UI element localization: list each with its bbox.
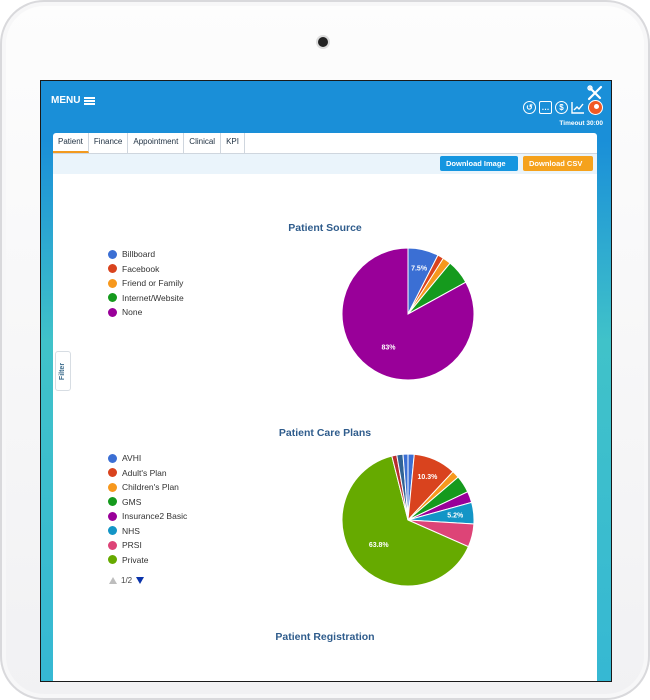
dollar-icon[interactable]: $ [555,101,568,114]
legend-item-adult-s-plan[interactable]: Adult's Plan [108,466,187,481]
filter-tab[interactable]: Filter [55,351,71,391]
legend-label: Billboard [122,249,156,260]
chart-title-patient-care-plans: Patient Care Plans [278,427,372,439]
header-icons: ↺ … $ [523,100,603,115]
menu-button[interactable]: MENU [51,95,96,106]
legend-swatch [108,293,117,303]
legend-prev-icon[interactable] [109,577,117,584]
pie-data-label: 5.2% [447,513,464,520]
legend-patient-source: Billboard Facebook Friend or Family Interne… [108,247,184,320]
pie-chart-patient-care-plans: 10.3% 5.2% 63.8% [341,453,475,587]
pie-data-label: 63.8% [369,542,390,549]
download-csv-button[interactable]: Download CSV [523,156,593,171]
tab-patient[interactable]: Patient [53,133,89,153]
legend-swatch [108,249,117,259]
legend-swatch [108,307,117,317]
tab-bar: Patient Finance Appointment Clinical KPI [53,133,597,154]
pie-data-label: 10.3% [418,474,439,481]
legend-swatch [108,264,117,274]
legend-item-friend-or-family[interactable]: Friend or Family [108,276,184,291]
legend-item-facebook[interactable]: Facebook [108,262,184,277]
legend-label: Friend or Family [122,278,184,289]
legend-label: Insurance2 Basic [122,511,188,522]
legend-item-internet-website[interactable]: Internet/Website [108,291,184,306]
filter-label: Filter [59,362,67,380]
pie-chart-patient-source: 7.5% 83% [341,247,475,381]
legend-pager: 1/2 [109,576,145,585]
legend-item-prsi[interactable]: PRSI [108,538,187,553]
legend-item-private[interactable]: Private [108,553,187,568]
legend-label: None [122,307,143,318]
legend-item-gms[interactable]: GMS [108,495,187,510]
legend-swatch [108,468,117,478]
camera [318,37,328,47]
legend-swatch [108,540,117,550]
legend-item-insurance2-basic[interactable]: Insurance2 Basic [108,509,187,524]
legend-swatch [108,497,117,507]
legend-label: Children's Plan [122,482,179,493]
legend-item-none[interactable]: None [108,305,184,320]
chart-title-patient-source: Patient Source [288,222,362,234]
session-timeout: Timeout 30:00 [559,120,603,127]
legend-label: Facebook [122,263,160,274]
pie-slice-private[interactable] [341,455,470,587]
legend-label: GMS [122,496,142,507]
chart-title-patient-registration: Patient Registration [275,631,375,643]
pie-slice-none[interactable] [341,247,475,381]
legend-label: AVHI [122,453,142,464]
legend-swatch [108,526,117,536]
legend-item-avhi[interactable]: AVHI [108,451,187,466]
top-bar: MENU ↺ … $ Timeout 30:00 [41,81,611,133]
app-screen: MENU ↺ … $ Timeout 30:00 Patien [40,80,612,682]
tools-icon[interactable] [587,85,603,101]
user-avatar-icon[interactable] [588,100,603,115]
legend-label: NHS [122,525,140,536]
legend-patient-care-plans: AVHI Adult's Plan Children's Plan GMS Insura… [108,451,187,567]
pie-data-label: 83% [382,344,397,351]
legend-item-nhs[interactable]: NHS [108,524,187,539]
dashboard-panel: Patient Finance Appointment Clinical KPI… [53,133,597,681]
message-icon[interactable]: … [539,101,552,114]
legend-label: Adult's Plan [122,467,167,478]
action-bar: Download Image Download CSV [53,154,597,174]
legend-label: Private [122,554,149,565]
hamburger-icon [84,96,96,105]
legend-swatch [108,482,117,492]
legend-swatch [108,555,117,565]
legend-page-indicator: 1/2 [121,576,133,585]
trend-chart-icon[interactable] [571,101,585,114]
legend-swatch [108,278,117,288]
tab-appointment[interactable]: Appointment [128,133,185,153]
download-image-button[interactable]: Download Image [440,156,518,171]
legend-next-icon[interactable] [136,577,145,584]
history-icon[interactable]: ↺ [523,101,536,114]
tab-finance[interactable]: Finance [89,133,129,153]
menu-label: MENU [51,95,81,106]
tab-kpi[interactable]: KPI [221,133,245,153]
legend-swatch [108,453,117,463]
pie-data-label: 7.5% [411,265,428,272]
legend-label: Internet/Website [122,292,184,303]
tab-clinical[interactable]: Clinical [184,133,222,153]
legend-label: PRSI [122,540,142,551]
legend-item-billboard[interactable]: Billboard [108,247,184,262]
pie-slice-other-10[interactable] [402,453,409,521]
legend-swatch [108,511,117,521]
legend-item-children-s-plan[interactable]: Children's Plan [108,480,187,495]
